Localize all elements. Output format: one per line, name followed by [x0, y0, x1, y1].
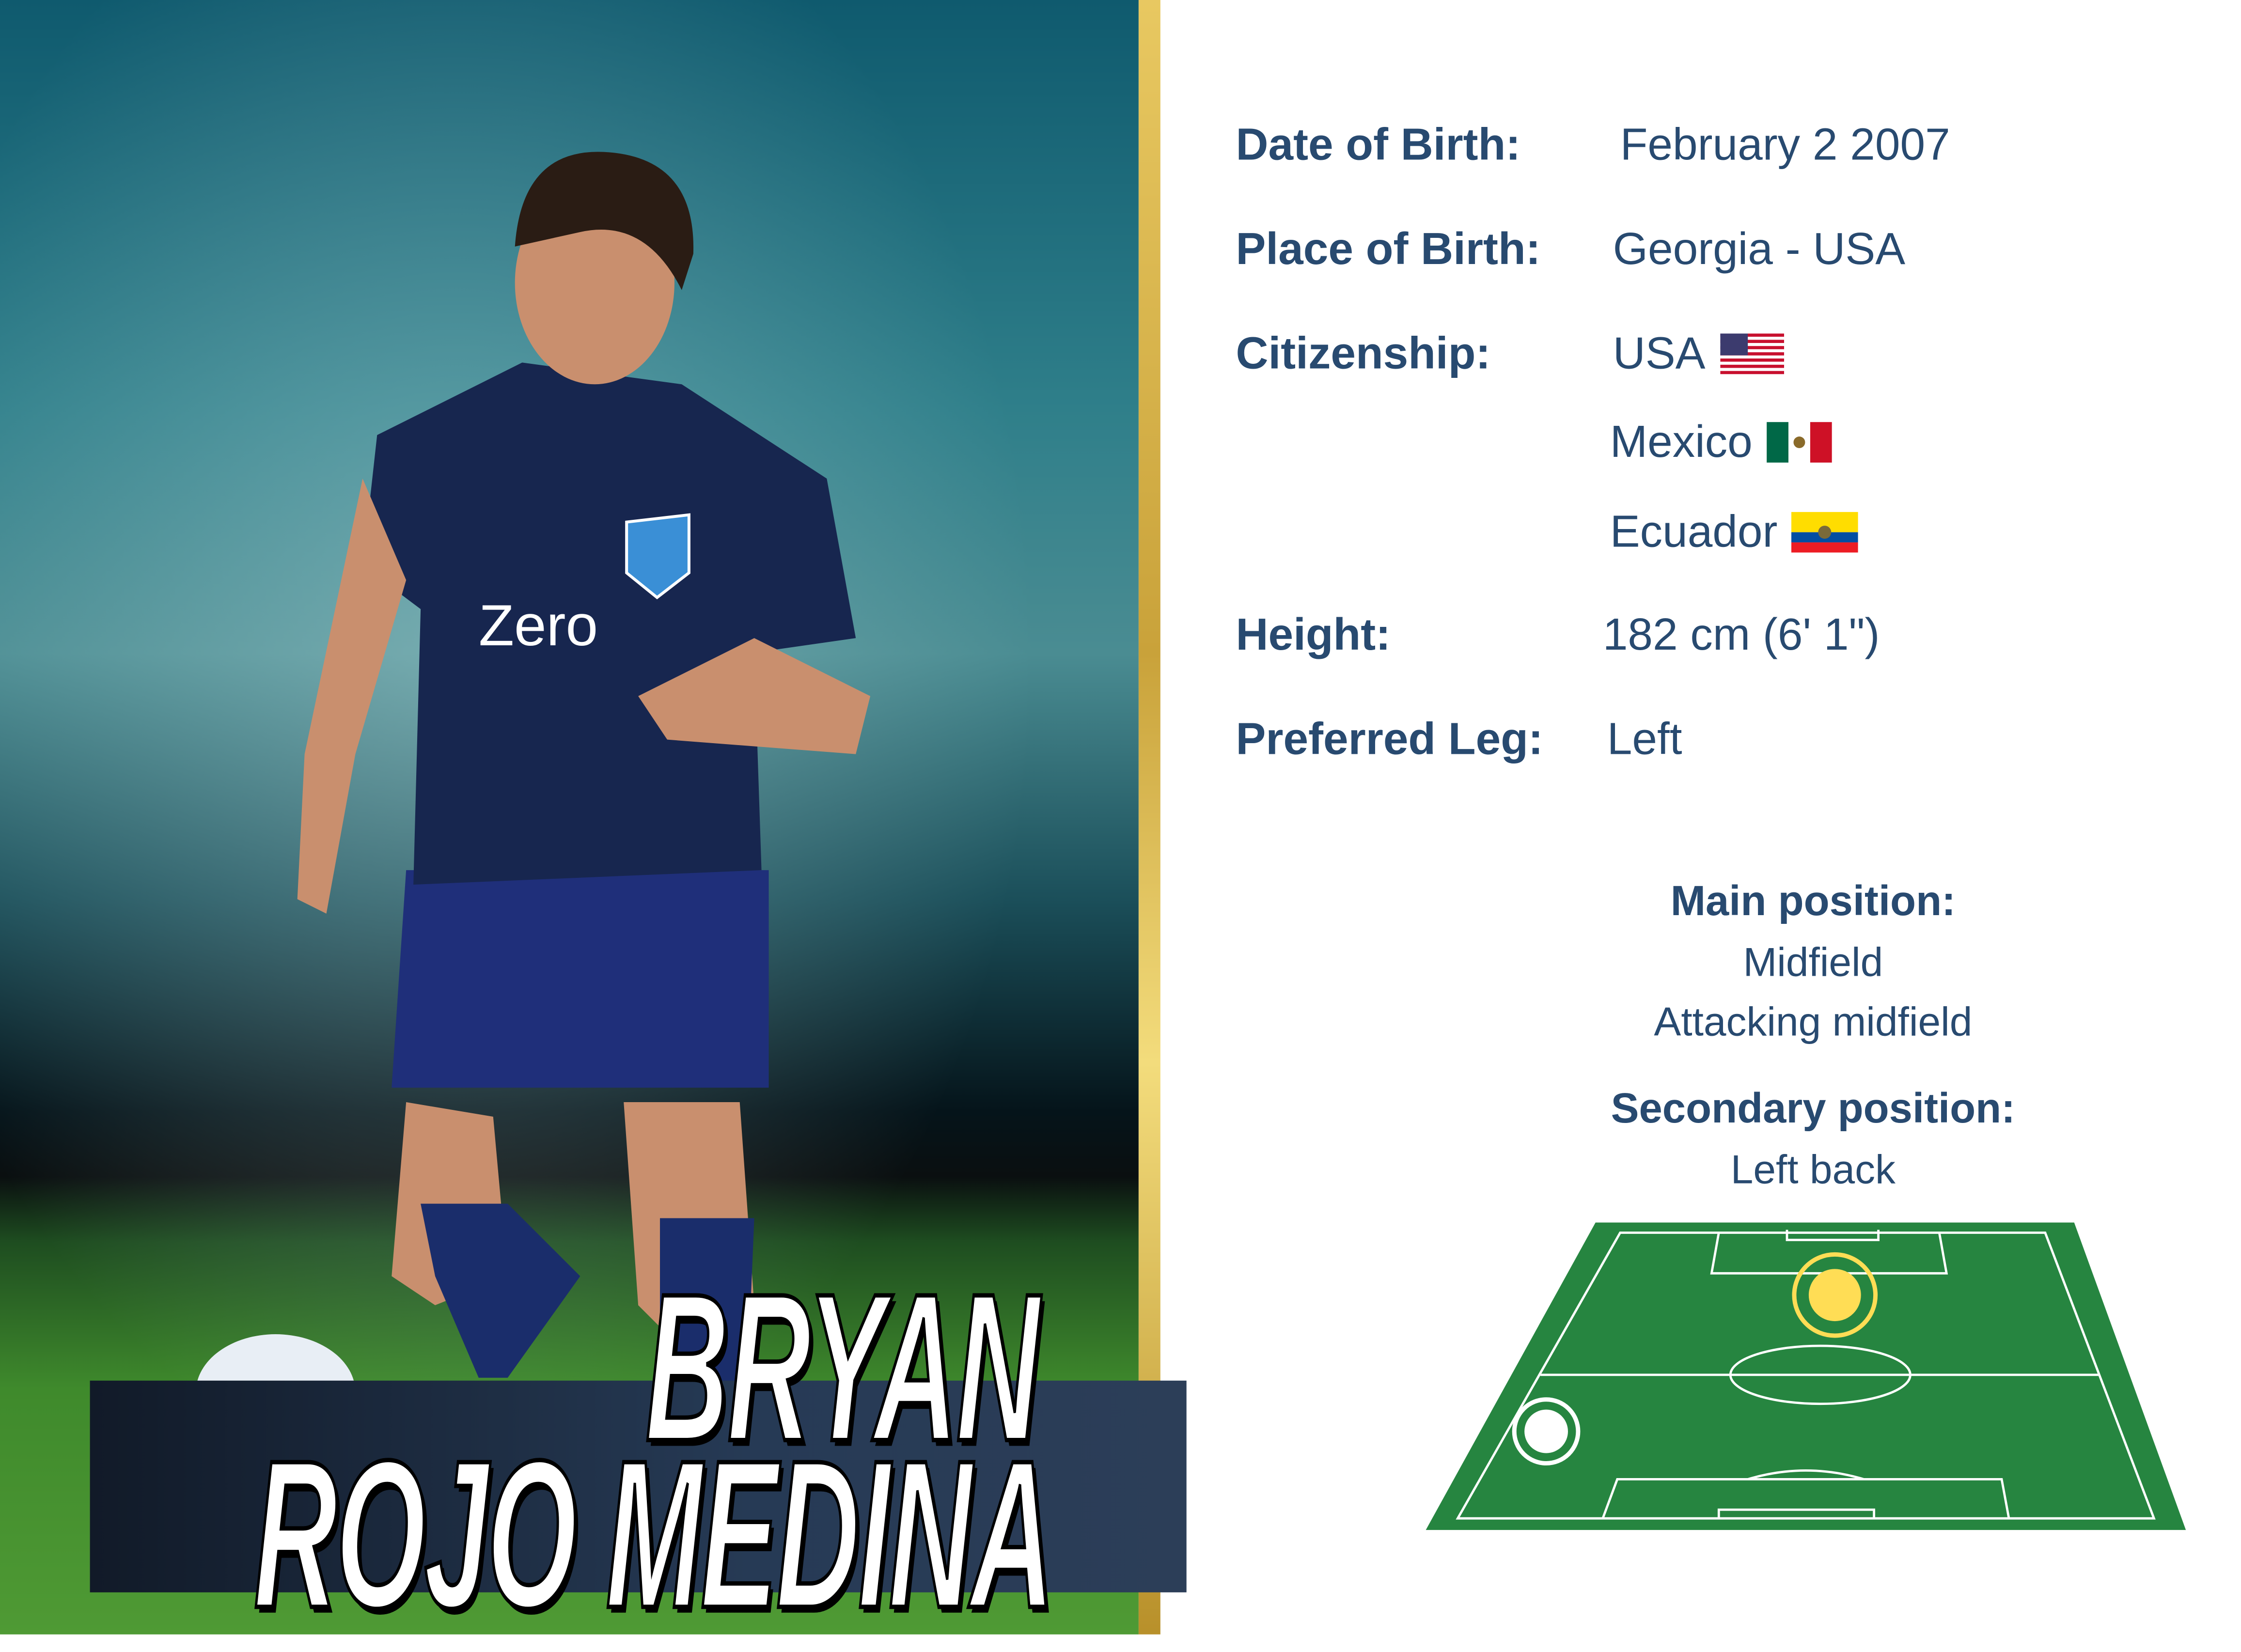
- citizenship-country: Ecuador: [1610, 506, 1778, 557]
- pitch-surface: [1426, 1222, 2186, 1530]
- player-silhouette: Zero: [196, 152, 871, 1450]
- pob-value: Georgia - USA: [1613, 223, 1906, 274]
- pitch-boundary: [1456, 1231, 2156, 1520]
- dob-value: February 2 2007: [1620, 119, 1950, 170]
- citizenship-mexico: Mexico: [1610, 416, 1833, 468]
- preferred-leg-label: Preferred Leg:: [1236, 713, 1543, 764]
- main-position-label: Main position:: [1670, 879, 1956, 925]
- penalty-arc: [1747, 1469, 1865, 1481]
- mexico-flag-icon: [1767, 422, 1833, 463]
- player-photo: Zero: [0, 0, 1139, 1635]
- club-crest-icon: [625, 513, 690, 600]
- secondary-position-label: Secondary position:: [1611, 1086, 2016, 1133]
- player-last-name: ROJO MEDINA: [252, 1417, 1055, 1652]
- bottom-penalty-box: [1601, 1478, 2010, 1519]
- name-banner: [90, 1380, 1187, 1592]
- top-goal-area: [1786, 1230, 1880, 1241]
- citizenship-country: Mexico: [1610, 416, 1753, 467]
- jersey-sponsor: Zero: [479, 593, 598, 658]
- center-circle: [1729, 1344, 1912, 1405]
- citizenship-label: Citizenship:: [1236, 327, 1491, 379]
- citizenship-ecuador: Ecuador: [1610, 506, 1859, 559]
- citizenship-country: USA: [1613, 327, 1706, 379]
- secondary-position-ring: [1512, 1397, 1581, 1465]
- gold-divider: [1138, 0, 1160, 1635]
- main-position-marker: [1808, 1269, 1861, 1322]
- main-position-value: Midfield: [1743, 939, 1883, 985]
- us-flag-icon: [1720, 333, 1784, 374]
- pitch-diagram: [1426, 1222, 2186, 1530]
- height-value: 182 cm (6' 1"): [1602, 609, 1880, 660]
- main-position-value: Attacking midfield: [1654, 999, 1973, 1044]
- preferred-leg-value: Left: [1607, 713, 1682, 764]
- height-label: Height:: [1236, 609, 1391, 660]
- dob-label: Date of Birth:: [1236, 119, 1521, 170]
- player-first-name: BRYAN: [644, 1250, 1041, 1485]
- pob-label: Place of Birth:: [1236, 223, 1541, 274]
- citizenship-usa: USA: [1613, 328, 1784, 380]
- secondary-position-value: Left back: [1730, 1147, 1896, 1192]
- secondary-position-marker: [1524, 1409, 1568, 1453]
- main-position-ring: [1792, 1252, 1878, 1338]
- ecuador-flag-icon: [1792, 512, 1859, 553]
- bottom-goal-area: [1717, 1508, 1875, 1519]
